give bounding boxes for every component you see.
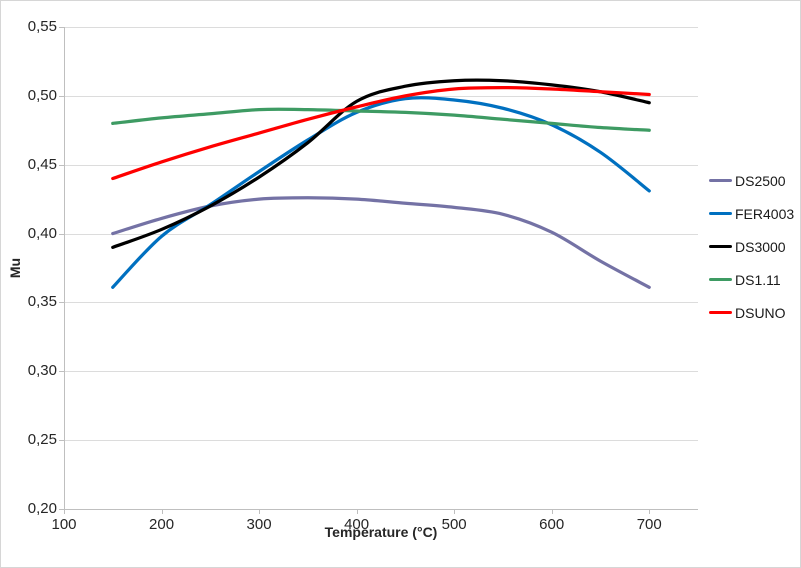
y-tick-label: 0,55 (27, 18, 57, 35)
legend-swatch (709, 178, 732, 183)
y-tick-label: 0,45 (27, 155, 57, 173)
series-line-DSUNO (111, 85, 651, 181)
legend-item-label: DS3000 (735, 238, 786, 255)
y-tick-label: 0,40 (27, 224, 57, 242)
y-tick-label: 0,50 (27, 86, 57, 104)
x-tick-label: 600 (539, 516, 565, 533)
legend-swatch (709, 310, 732, 315)
legend-item-label: DS1.11 (735, 271, 781, 288)
y-axis-title: Mu (7, 257, 24, 279)
legend-item-FER4003: FER4003 (709, 204, 794, 223)
legend-swatch (709, 277, 732, 282)
legend-swatch (709, 211, 732, 216)
y-tick-label: 0,35 (27, 293, 57, 311)
legend-item-DS2500: DS2500 (709, 171, 794, 190)
x-tick-label: 500 (441, 516, 467, 533)
series-line-DS3000 (111, 78, 651, 249)
legend-swatch (709, 244, 732, 249)
legend-item-label: DS2500 (735, 172, 786, 189)
y-tick-label: 0,20 (27, 500, 57, 517)
x-tick-label: 100 (51, 516, 77, 533)
legend-item-DS1.11: DS1.11 (709, 270, 794, 289)
x-tick-label: 200 (149, 516, 175, 533)
x-tick-label: 300 (246, 516, 272, 533)
legend-item-DSUNO: DSUNO (709, 303, 794, 322)
legend-item-label: DSUNO (735, 304, 786, 321)
series-line-DS1.11 (111, 107, 651, 132)
series-line-DS2500 (111, 196, 651, 289)
y-tick-label: 0,30 (27, 362, 57, 380)
legend-item-label: FER4003 (735, 205, 795, 222)
legend: DS2500 FER4003 DS3000 DS1.11 DSUNO (709, 171, 794, 322)
x-tick-label: 400 (344, 516, 370, 533)
x-axis-title: Temperature (°C) (324, 524, 438, 540)
x-tick-label: 700 (636, 516, 662, 533)
y-tick-label: 0,25 (27, 431, 57, 449)
legend-item-DS3000: DS3000 (709, 237, 794, 256)
